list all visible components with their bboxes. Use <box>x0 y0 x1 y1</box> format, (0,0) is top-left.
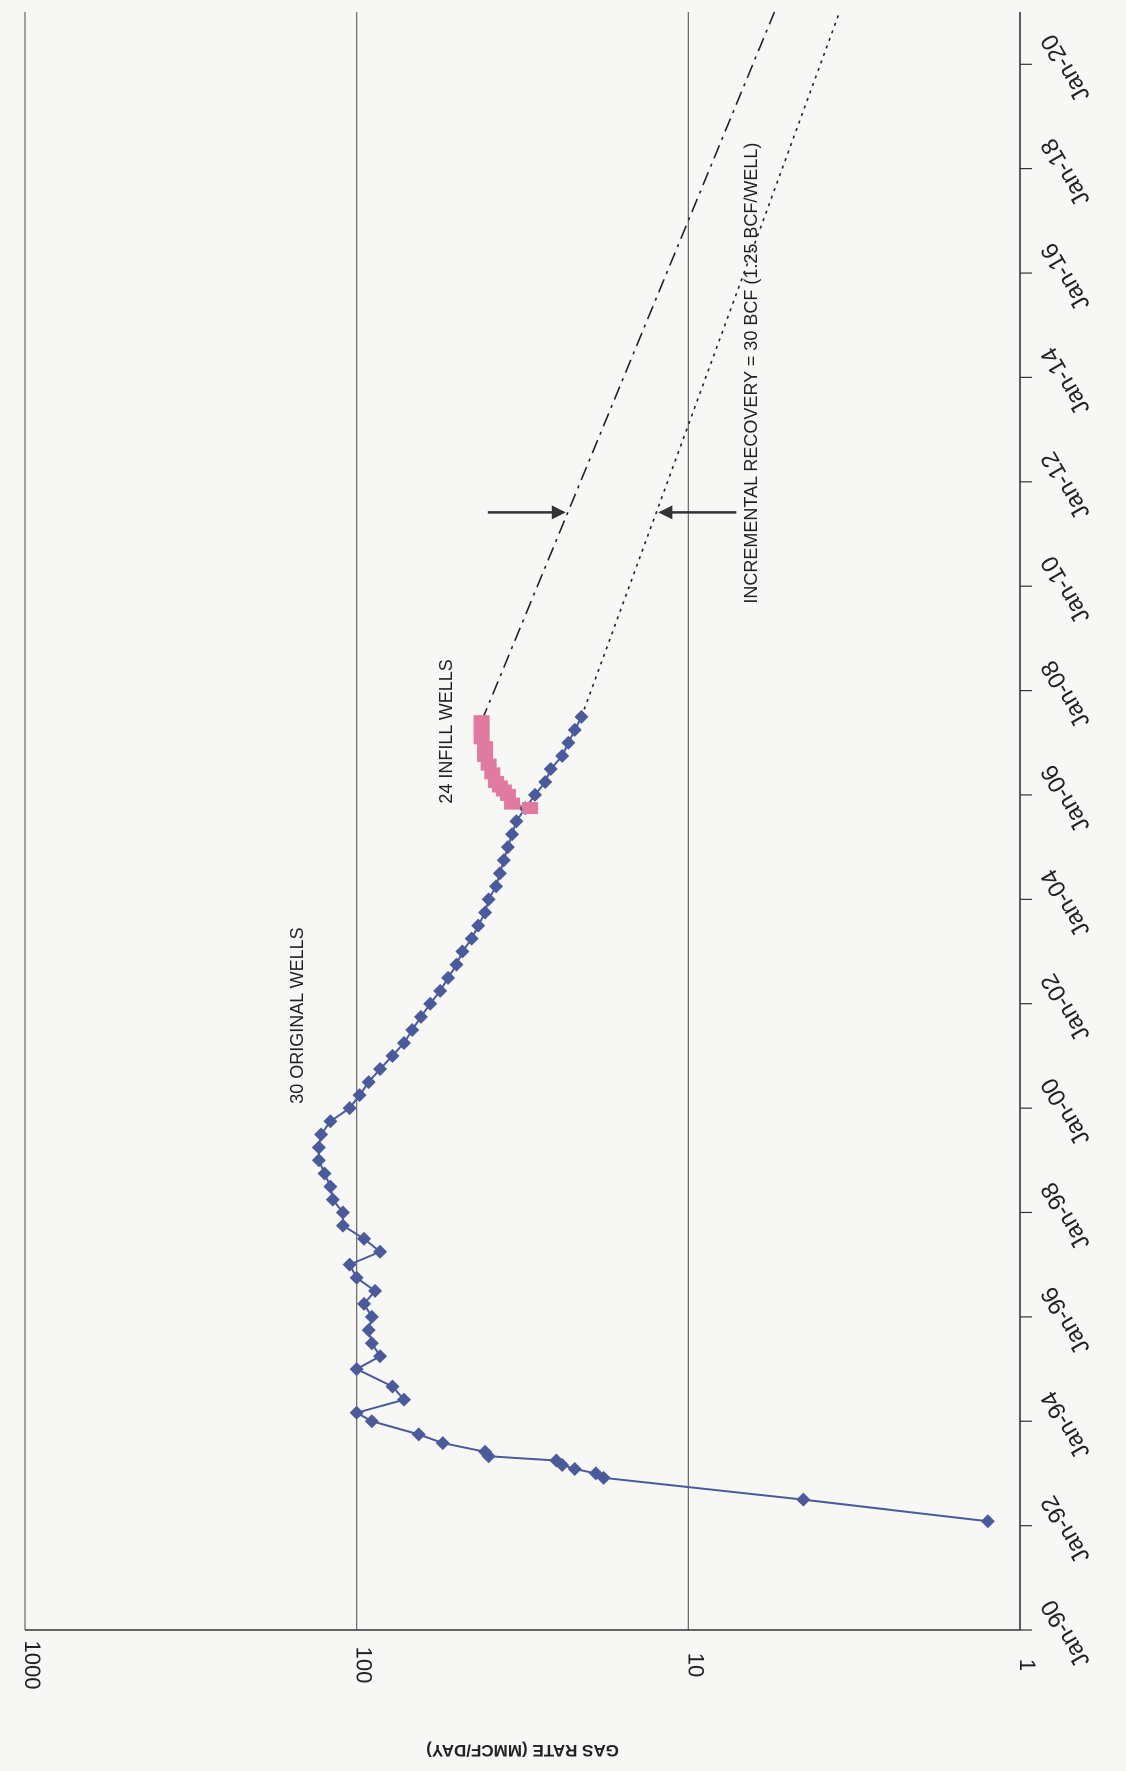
data-point-original <box>335 1205 350 1220</box>
data-point-original <box>311 1140 326 1155</box>
data-point-infill <box>522 802 539 815</box>
data-point-original <box>561 735 576 750</box>
data-point-original <box>373 1244 388 1259</box>
data-point-original <box>555 748 570 763</box>
data-point-original <box>405 1022 420 1037</box>
data-point-original <box>980 1514 995 1529</box>
data-point-original <box>368 1283 383 1298</box>
data-point-infill <box>473 715 490 728</box>
annotation-1: 30 ORIGINAL WELLS <box>287 927 307 1103</box>
data-point-original <box>796 1492 811 1507</box>
data-point-original <box>396 1392 411 1407</box>
data-point-original <box>396 1035 411 1050</box>
arrow-head-right <box>658 505 673 520</box>
data-point-original <box>574 709 589 724</box>
data-point-original <box>364 1336 379 1351</box>
rate-tick-label: 100 <box>352 1647 377 1684</box>
data-point-original <box>349 1270 364 1285</box>
data-point-original <box>349 1405 364 1420</box>
data-point-original <box>311 1153 326 1168</box>
rate-tick-label: 1 <box>1015 1659 1040 1671</box>
data-point-original <box>335 1218 350 1233</box>
data-point-original <box>464 931 479 946</box>
data-point-original <box>543 762 558 777</box>
data-point-original <box>361 1323 376 1338</box>
data-point-original <box>342 1257 357 1272</box>
data-point-original <box>361 1075 376 1090</box>
data-point-original <box>449 957 464 972</box>
data-point-original <box>364 1414 379 1429</box>
data-point-original <box>549 1453 564 1468</box>
forecast-lines <box>480 11 841 722</box>
data-point-original <box>441 970 456 985</box>
data-point-original <box>435 1436 450 1451</box>
data-point-original <box>357 1296 372 1311</box>
data-point-original <box>413 1009 428 1024</box>
arrow-head-left <box>551 505 566 520</box>
series-marks <box>311 709 995 1529</box>
data-point-original <box>478 1444 493 1459</box>
annotations: 30 ORIGINAL WELLS 24 INFILL WELLS INCREMEN… <box>287 143 761 1104</box>
data-point-original <box>423 996 438 1011</box>
data-point-original <box>455 944 470 959</box>
data-point-original <box>492 866 507 881</box>
data-point-original <box>478 905 493 920</box>
data-point-original <box>433 983 448 998</box>
rate-tick-label: 10 <box>683 1653 708 1677</box>
annotation-2: 24 INFILL WELLS <box>436 659 456 803</box>
data-point-original <box>325 1192 340 1207</box>
data-point-original <box>373 1349 388 1364</box>
data-point-original <box>471 918 486 933</box>
data-point-original <box>323 1179 338 1194</box>
data-point-original <box>567 722 582 737</box>
data-point-original <box>538 775 553 790</box>
data-point-original <box>509 814 524 829</box>
data-point-original <box>352 1088 367 1103</box>
data-point-original <box>481 892 496 907</box>
data-point-original <box>385 1379 400 1394</box>
data-point-original <box>567 1461 582 1476</box>
data-point-original <box>342 1101 357 1116</box>
data-point-original <box>323 1114 338 1129</box>
data-point-original <box>588 1466 603 1481</box>
data-point-original <box>411 1427 426 1442</box>
data-point-original <box>357 1231 372 1246</box>
forecast-line-1 <box>480 11 776 722</box>
data-point-original <box>385 1048 400 1063</box>
data-point-original <box>317 1166 332 1181</box>
rate-axis-title: GAS RATE (MMCF/DAY) <box>426 1741 619 1760</box>
data-point-original <box>496 853 511 868</box>
data-point-original <box>527 787 542 802</box>
data-point-original <box>314 1127 329 1142</box>
data-point-original <box>364 1309 379 1324</box>
forecast-line-2 <box>580 11 841 718</box>
rate-tick-label: 1000 <box>20 1641 45 1690</box>
data-point-original <box>500 840 515 855</box>
annotation-3: INCREMENTAL RECOVERY = 30 BCF (1.25 BCF/… <box>741 143 761 604</box>
data-point-original <box>373 1061 388 1076</box>
data-point-original <box>505 827 520 842</box>
data-point-original <box>489 879 504 894</box>
data-point-original <box>349 1362 364 1377</box>
